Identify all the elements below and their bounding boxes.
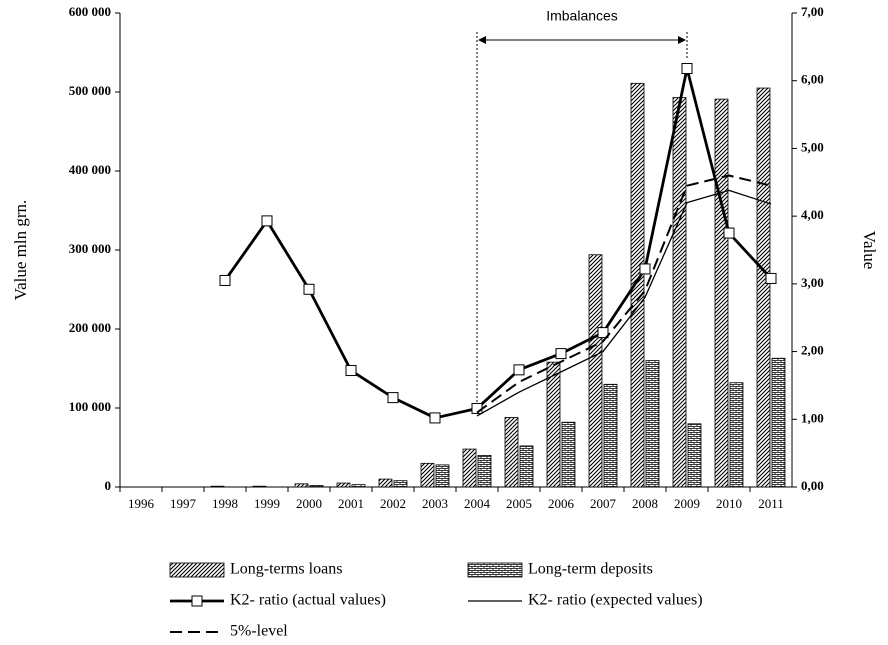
legend-swatch [169, 562, 225, 578]
x-tick-label: 1999 [254, 496, 280, 511]
y-tick-label: 400 000 [69, 162, 111, 177]
bar [756, 87, 771, 488]
x-tick-label: 2007 [590, 496, 617, 511]
marker [681, 63, 693, 75]
x-tick-label: 2008 [632, 496, 658, 511]
x-tick-label: 2010 [716, 496, 742, 511]
marker [555, 348, 567, 360]
marker [219, 274, 231, 286]
y-tick-label: 100 000 [69, 399, 111, 414]
marker [261, 215, 273, 227]
legend-swatch [467, 562, 523, 578]
bar [351, 484, 366, 488]
marker [429, 412, 441, 424]
bar [771, 357, 786, 488]
bar [714, 98, 729, 488]
line [476, 189, 772, 417]
bar [561, 421, 576, 488]
bar [729, 382, 744, 488]
y-tick-label: 200 000 [69, 320, 111, 335]
x-tick-label: 2011 [758, 496, 784, 511]
marker [345, 365, 357, 377]
bar [435, 464, 450, 488]
bar [309, 485, 324, 488]
x-tick-label: 2005 [506, 496, 532, 511]
legend-label: K2- ratio (expected values) [528, 592, 703, 609]
y2-tick-label: 1,00 [801, 410, 824, 425]
bar [588, 254, 603, 488]
x-tick-label: 2003 [422, 496, 448, 511]
y2-tick-label: 6,00 [801, 72, 824, 87]
arrow-head [478, 36, 486, 44]
y-tick-label: 500 000 [69, 83, 111, 98]
bar [645, 360, 660, 488]
bar [378, 478, 393, 488]
x-tick-label: 2001 [338, 496, 364, 511]
marker [513, 364, 525, 376]
y2-axis-label: Value [860, 231, 879, 270]
bar [687, 423, 702, 488]
bar [603, 383, 618, 488]
y2-tick-label: 0,00 [801, 478, 824, 493]
legend-label: Long-terms loans [230, 561, 342, 578]
annotation-text: Imbalances [546, 8, 618, 24]
arrow-head [678, 36, 686, 44]
x-tick-label: 2002 [380, 496, 406, 511]
marker [597, 327, 609, 339]
x-tick-label: 1998 [212, 496, 238, 511]
x-tick-label: 2009 [674, 496, 700, 511]
y2-tick-label: 5,00 [801, 139, 824, 154]
y2-tick-label: 7,00 [801, 4, 824, 19]
bar [630, 82, 645, 488]
x-tick-label: 1996 [128, 496, 155, 511]
x-tick-label: 2006 [548, 496, 575, 511]
y-tick-label: 0 [105, 478, 112, 493]
x-tick-label: 1997 [170, 496, 197, 511]
legend-label: 5%-level [230, 623, 288, 640]
bar [210, 485, 225, 488]
marker [765, 272, 777, 284]
y-axis-label: Value mln grn. [11, 200, 30, 301]
marker [723, 227, 735, 239]
legend-marker [191, 595, 203, 607]
bar [672, 97, 687, 488]
x-tick-label: 2004 [464, 496, 491, 511]
line [476, 174, 772, 414]
bar [420, 462, 435, 488]
bar [393, 480, 408, 488]
line [223, 67, 773, 420]
y2-tick-label: 3,00 [801, 275, 824, 290]
bar [477, 454, 492, 488]
bar [462, 448, 477, 488]
x-tick-label: 2000 [296, 496, 322, 511]
marker [303, 283, 315, 295]
marker [387, 392, 399, 404]
bar [519, 445, 534, 488]
legend-label: Long-term deposits [528, 561, 653, 578]
bar [294, 483, 309, 488]
bar [252, 485, 267, 488]
bar [546, 361, 561, 488]
marker [639, 263, 651, 275]
bar [336, 482, 351, 488]
y2-tick-label: 4,00 [801, 207, 824, 222]
bar [504, 417, 519, 488]
y-tick-label: 300 000 [69, 241, 111, 256]
y-tick-label: 600 000 [69, 4, 111, 19]
y2-tick-label: 2,00 [801, 343, 824, 358]
legend-label: K2- ratio (actual values) [230, 592, 386, 609]
